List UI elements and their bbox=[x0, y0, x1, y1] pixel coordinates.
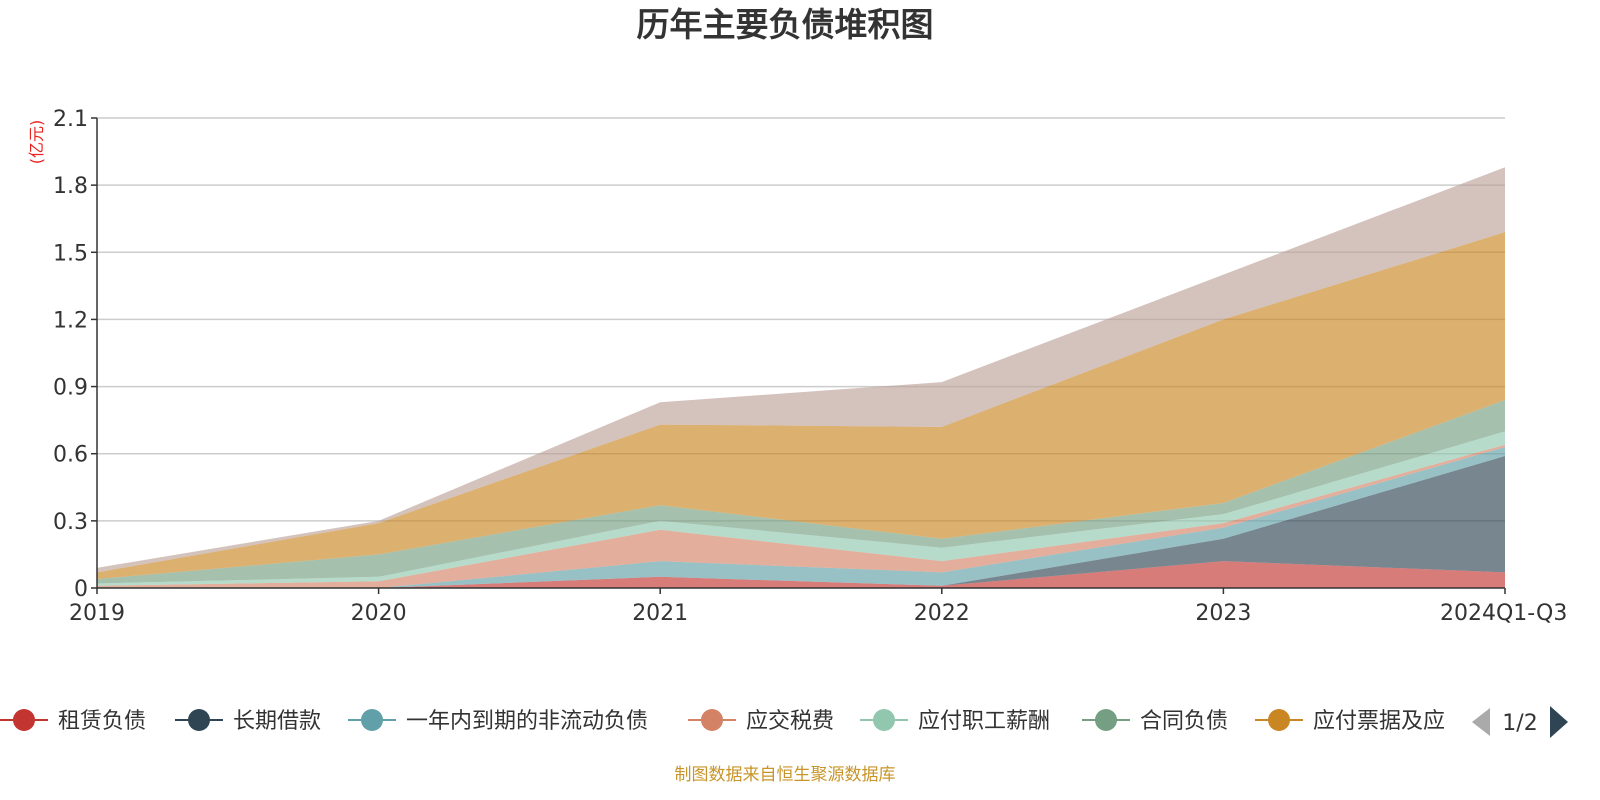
area-series-3 bbox=[97, 444, 1505, 588]
area-series-1 bbox=[97, 455, 1505, 588]
legend-label: 应付职工薪酬 bbox=[918, 709, 1050, 734]
legend-label: 合同负债 bbox=[1140, 709, 1228, 734]
legend-item[interactable]: 合同负债 bbox=[1082, 709, 1228, 734]
legend-item[interactable]: 应交税费 bbox=[688, 709, 834, 734]
legend-label: 应交税费 bbox=[746, 709, 834, 734]
legend-item[interactable]: 一年内到期的非流动负债 bbox=[348, 709, 648, 734]
legend-page-indicator: 1/2 bbox=[1502, 711, 1537, 736]
legend-label: 应付票据及应 bbox=[1313, 709, 1445, 734]
legend-item[interactable]: 应付票据及应 bbox=[1255, 709, 1445, 734]
y-axis-unit-label: (亿元) bbox=[27, 120, 46, 165]
data-source-note: 制图数据来自恒生聚源数据库 bbox=[675, 765, 896, 785]
x-tick-label: 2023 bbox=[1195, 601, 1251, 626]
legend-circle-icon bbox=[873, 709, 895, 731]
legend-circle-icon bbox=[13, 709, 35, 731]
legend-label: 租赁负债 bbox=[58, 709, 146, 734]
legend-next-page-icon[interactable] bbox=[1550, 706, 1568, 738]
area-series-6 bbox=[97, 232, 1505, 580]
chart-title: 历年主要负债堆积图 bbox=[637, 5, 934, 44]
stacked-areas bbox=[97, 167, 1505, 588]
area-series-0 bbox=[97, 561, 1505, 588]
legend-label: 一年内到期的非流动负债 bbox=[406, 709, 648, 734]
legend-label: 长期借款 bbox=[233, 709, 321, 734]
legend-item[interactable]: 应付职工薪酬 bbox=[860, 709, 1050, 734]
y-tick-label: 1.2 bbox=[53, 308, 88, 333]
axes: 0 0.3 0.6 0.9 1.2 1.5 1.8 2.1 2019 2020 2021 2022 20… bbox=[53, 107, 1567, 626]
y-tick-label: 0 bbox=[74, 577, 88, 602]
y-tick-label: 0.3 bbox=[53, 510, 88, 535]
y-tick-label: 2.1 bbox=[53, 107, 88, 132]
legend-pager: 1/2 bbox=[1472, 706, 1568, 738]
legend-circle-icon bbox=[361, 709, 383, 731]
legend-prev-page-icon[interactable] bbox=[1472, 708, 1490, 736]
legend-circle-icon bbox=[701, 709, 723, 731]
y-tick-label: 1.5 bbox=[53, 241, 88, 266]
legend-item[interactable]: 租赁负债 bbox=[0, 709, 146, 734]
x-tick-label: 2022 bbox=[914, 601, 970, 626]
legend-circle-icon bbox=[188, 709, 210, 731]
legend-circle-icon bbox=[1095, 709, 1117, 731]
x-tick-label: 2019 bbox=[69, 601, 125, 626]
y-tick-label: 0.6 bbox=[53, 443, 88, 468]
legend: 租赁负债 长期借款 一年内到期的非流动负债 应交税费 应付职工薪酬 合同负债 应付票据及应 bbox=[0, 709, 1445, 734]
x-tick-label: 2020 bbox=[351, 601, 407, 626]
grid-lines bbox=[97, 117, 1505, 522]
y-tick-label: 0.9 bbox=[53, 376, 88, 401]
legend-item[interactable]: 长期借款 bbox=[175, 709, 321, 734]
x-tick-label: 2024Q1-Q3 bbox=[1440, 601, 1567, 626]
legend-circle-icon bbox=[1268, 709, 1290, 731]
y-tick-label: 1.8 bbox=[53, 174, 88, 199]
x-tick-label: 2021 bbox=[632, 601, 688, 626]
